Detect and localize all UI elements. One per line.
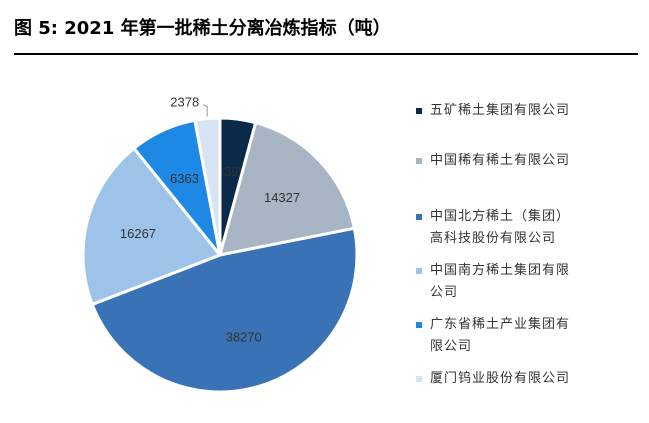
legend-label-line2: 限公司	[430, 339, 473, 354]
title-divider	[14, 53, 638, 55]
pie-slice	[193, 116, 222, 256]
pie-chart: 3395 14327 38270 16267 6363 2378	[81, 95, 359, 394]
legend-label-line1: 中国南方稀土集团有限	[430, 263, 571, 278]
figure-title: 图 5: 2021 年第一批稀土分离冶炼指标（吨）	[14, 18, 391, 39]
pie-slice-value-label: 6363	[170, 171, 199, 186]
legend-swatch	[416, 108, 422, 114]
legend-item: 厦门钨业股份有限公司	[416, 368, 641, 390]
pie-slice-value-label: 38270	[226, 330, 262, 345]
legend-swatch	[416, 268, 422, 274]
legend-swatch	[416, 376, 422, 382]
legend-swatch	[416, 158, 422, 164]
legend-label-line1: 广东省稀土产业集团有	[430, 317, 571, 332]
legend-label-line1: 中国北方稀土（集团）	[430, 209, 571, 224]
legend-item: 中国南方稀土集团有限 公司	[416, 260, 641, 304]
legend-item: 广东省稀土产业集团有 限公司	[416, 314, 641, 358]
legend-item: 中国稀有稀土有限公司	[416, 150, 641, 172]
pie-slice	[90, 226, 359, 394]
legend-label-line2: 高科技股份有限公司	[430, 231, 557, 246]
legend-label-line1: 厦门钨业股份有限公司	[430, 371, 571, 386]
legend-label-line1: 中国稀有稀土有限公司	[430, 153, 571, 168]
legend-item: 五矿稀土集团有限公司	[416, 100, 641, 122]
pie-slice-value-label: 16267	[120, 226, 156, 241]
legend-swatch	[416, 322, 422, 328]
pie-slice	[217, 120, 357, 257]
pie-slice-value-label: 2378	[170, 95, 199, 110]
legend-label-line1: 五矿稀土集团有限公司	[430, 103, 571, 118]
pie-slice-value-label: 14327	[264, 190, 300, 205]
leader-line	[202, 104, 208, 117]
legend-label-line2: 公司	[430, 285, 459, 300]
legend-item: 中国北方稀土（集团） 高科技股份有限公司	[416, 206, 641, 250]
pie-slice-value-label: 3395	[217, 164, 246, 179]
pie-slice	[81, 146, 223, 307]
legend-swatch	[416, 214, 422, 220]
